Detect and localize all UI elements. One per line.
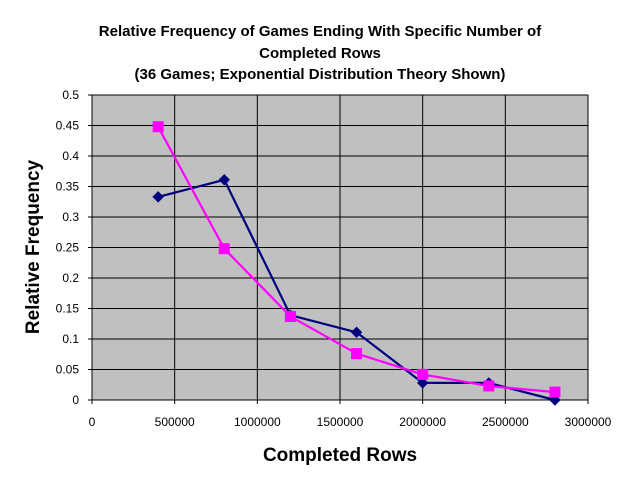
x-axis-title: Completed Rows — [263, 445, 417, 466]
series-layer — [152, 121, 561, 406]
chart-title-line-2: Completed Rows — [259, 45, 381, 62]
y-tick-labels: 0 0.05 0.1 0.15 0.2 0.25 0.3 0.35 0.4 0.45 0.5 — [56, 88, 80, 407]
x-tick-label: 2000000 — [399, 415, 446, 429]
chart-title-line-1: Relative Frequency of Games Ending With … — [98, 23, 542, 40]
y-tick-label: 0.25 — [56, 241, 80, 255]
x-tick-label: 500000 — [155, 415, 195, 429]
x-tick-label: 2500000 — [482, 415, 529, 429]
y-tick-label: 0.45 — [56, 119, 80, 133]
series-2-point — [417, 368, 429, 380]
series-2-point — [284, 310, 296, 322]
series-1-point — [152, 191, 164, 203]
series-2-point — [218, 243, 230, 255]
series-2-point — [483, 380, 495, 392]
x-tick-label: 1000000 — [234, 415, 281, 429]
axes — [88, 94, 589, 404]
gridlines — [92, 94, 589, 400]
series-2-point — [549, 386, 561, 398]
x-tick-label: 1500000 — [317, 415, 364, 429]
y-tick-label: 0.5 — [62, 88, 79, 102]
series-2-point — [351, 348, 363, 360]
y-tick-label: 0 — [72, 393, 79, 407]
x-tick-label: 0 — [89, 415, 96, 429]
x-tick-labels: 0 500000 1000000 1500000 2000000 2500000 30000… — [89, 415, 612, 429]
y-tick-label: 0.2 — [62, 271, 79, 285]
chart-title-line-3: (36 Games; Exponential Distribution Theo… — [134, 66, 506, 83]
y-tick-label: 0.3 — [62, 210, 79, 224]
y-tick-label: 0.35 — [56, 180, 80, 194]
y-tick-label: 0.05 — [56, 363, 80, 377]
y-tick-label: 0.15 — [56, 302, 80, 316]
series-1-point — [218, 174, 230, 186]
y-tick-label: 0.1 — [62, 332, 79, 346]
y-tick-label: 0.4 — [62, 149, 79, 163]
series-1-point — [350, 326, 363, 338]
y-axis-title: Relative Frequency — [23, 159, 44, 334]
series-2-point — [152, 121, 164, 133]
series-2 — [152, 121, 561, 398]
x-tick-label: 3000000 — [565, 415, 612, 429]
series-1-point — [416, 377, 429, 389]
